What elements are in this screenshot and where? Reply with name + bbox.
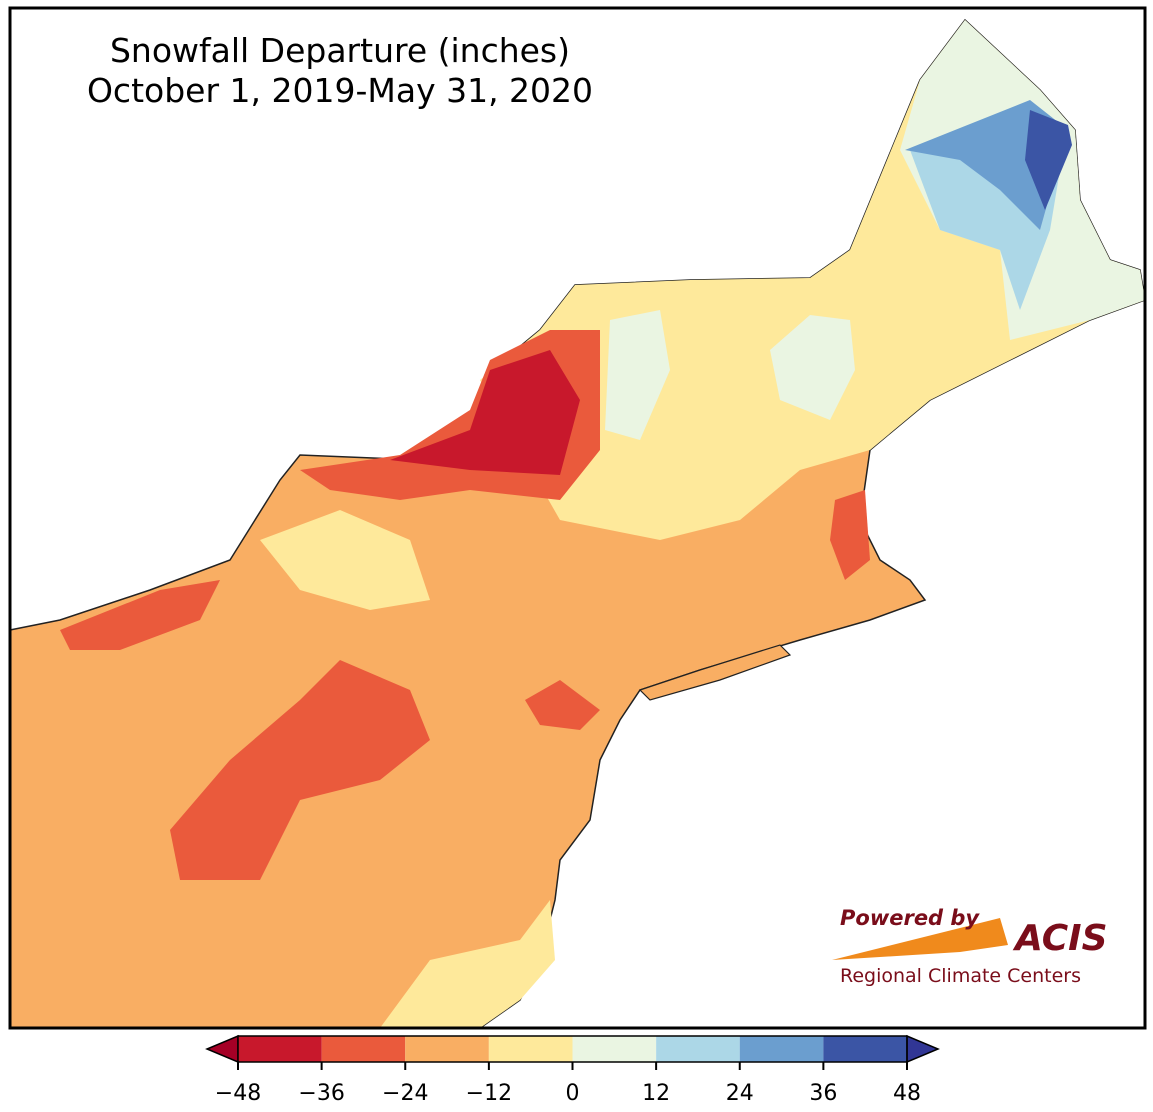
zone-yellow-south <box>380 900 555 1028</box>
colorbar-bin <box>572 1036 657 1062</box>
colorbar-bin <box>739 1036 824 1062</box>
colorbar: −48 −36 −24 −12 0 12 24 36 48 <box>205 1034 940 1106</box>
colorbar-tick-label: −36 <box>298 1081 344 1106</box>
colorbar-bin <box>405 1036 489 1062</box>
colorbar-bin <box>238 1036 322 1062</box>
logo-swoosh <box>832 918 1008 960</box>
colorbar-extend-high <box>906 1034 940 1064</box>
zone-blue-maine <box>905 100 1068 230</box>
colorbar-bin <box>823 1036 907 1062</box>
zone-yellow-ny-west <box>260 510 430 610</box>
colorbar-tick-label: 12 <box>642 1081 670 1106</box>
colorbar-extend-low <box>205 1034 239 1064</box>
logo: Powered by ACIS Regional Climate Centers <box>832 906 1108 987</box>
frame <box>8 6 1147 1030</box>
zone-darkred-ny <box>390 350 580 475</box>
colorbar-bin <box>488 1036 573 1062</box>
colorbar-bin <box>656 1036 740 1062</box>
colorbar-tick-label: −12 <box>466 1081 512 1106</box>
map-area <box>9 18 1146 1029</box>
logo-powered: Powered by <box>840 906 980 930</box>
title-line: October 1, 2019-May 31, 2020 <box>87 71 593 110</box>
colorbar-bin <box>321 1036 406 1062</box>
zone-green-ny <box>605 310 670 440</box>
zone-darkblue-maine <box>1025 110 1072 210</box>
colorbar-tick-label: 24 <box>726 1081 754 1106</box>
zone-green-nh <box>770 315 855 420</box>
zone-red-ma <box>830 490 870 580</box>
colorbar-tick-label: 36 <box>809 1081 837 1106</box>
logo-tagline: Regional Climate Centers <box>840 965 1081 987</box>
colorbar-tick-label: 48 <box>893 1081 921 1106</box>
long-island <box>638 644 792 701</box>
zone-red-pa <box>170 660 430 880</box>
logo-name: ACIS <box>1012 918 1108 959</box>
colorbar-tick-label: −48 <box>215 1081 261 1106</box>
colorbar-tick-label: 0 <box>566 1081 580 1106</box>
zone-red-nj <box>525 680 600 730</box>
title-line: Snowfall Departure (inches) <box>110 31 570 70</box>
zone-red-west <box>60 580 220 650</box>
colorbar-tick-label: −24 <box>382 1081 428 1106</box>
